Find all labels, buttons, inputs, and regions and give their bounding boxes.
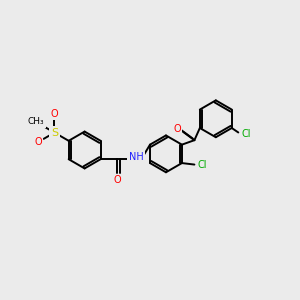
- Text: Cl: Cl: [242, 129, 251, 139]
- Text: O: O: [34, 137, 42, 147]
- Text: Cl: Cl: [198, 160, 208, 170]
- Text: CH₃: CH₃: [28, 117, 44, 126]
- Text: O: O: [51, 109, 58, 118]
- Text: O: O: [173, 124, 181, 134]
- Text: S: S: [51, 128, 58, 138]
- Text: NH: NH: [129, 152, 144, 162]
- Text: O: O: [113, 175, 121, 185]
